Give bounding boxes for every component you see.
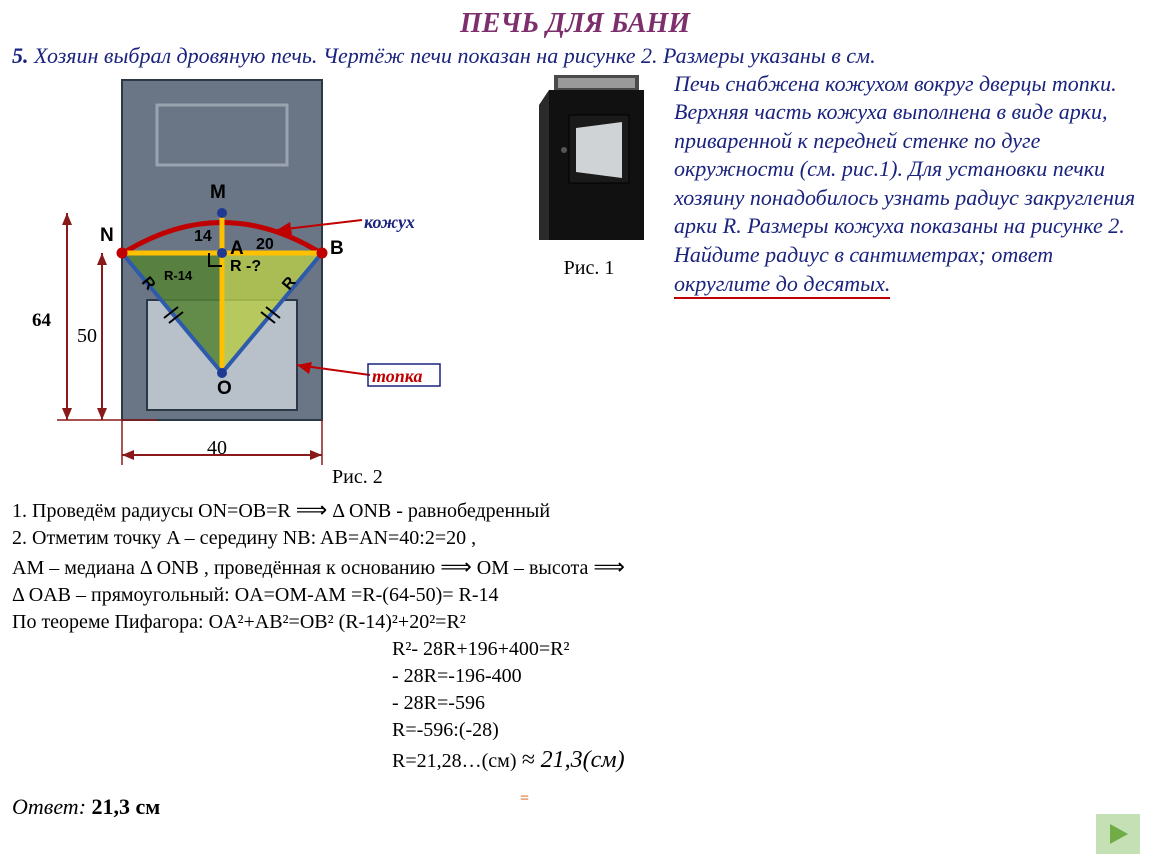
eq3: - 28R=-596 [392,690,1138,717]
label-R-14: R-14 [164,268,192,283]
ris1-caption: Рис. 1 [514,257,664,280]
answer-label: Ответ: [12,794,92,819]
sol-line4: Δ OAB – прямоугольный: OA=OM-AM =R-(64-5… [12,582,1138,609]
arrow-icon: ⟹ [296,497,328,522]
sol-1a: 1. Проведём радиусы ON=OB=R [12,500,296,522]
label-M: M [210,182,226,204]
label-A: A [230,238,244,260]
dim-50: 50 [77,325,97,348]
solution-block: 1. Проведём радиусы ON=OB=R ⟹ Δ ONB - ра… [12,495,1138,776]
label-N: N [100,225,114,247]
equation-column: R²- 28R+196+400=R² - 28R=-196-400 - 28R=… [392,636,1138,776]
problem-statement: 5. Хозяин выбрал дровяную печь. Чертёж п… [12,42,1138,70]
approx-result: ≈ 21,3(см) [521,747,624,773]
sol-line2: 2. Отметим точку A – середину NB: AB=AN=… [12,525,1138,552]
dim-64: 64 [32,310,51,332]
eq2: - 28R=-196-400 [392,663,1138,690]
diagram-column: M N A B O 14 20 R R R-14 R -? 64 50 40 к… [12,70,502,489]
eq5: R=21,28…(см) [392,750,516,772]
play-icon [1105,821,1131,847]
next-button[interactable] [1096,814,1140,854]
label-R-q: R -? [230,258,261,276]
sol-3a: AM – медиана Δ ONB , проведённая к основ… [12,557,440,579]
upper-content: M N A B O 14 20 R R R-14 R -? 64 50 40 к… [12,70,1138,489]
sol-line3: AM – медиана Δ ONB , проведённая к основ… [12,552,1138,582]
sol-3b: OM – высота [477,557,594,579]
eq1: R²- 28R+196+400=R² [392,636,1138,663]
label-14: 14 [194,228,212,246]
description-text: Печь снабжена кожухом вокруг дверцы топк… [674,70,1138,299]
eq4: R=-596:(-28) [392,717,1138,744]
page-title: ПЕЧЬ ДЛЯ БАНИ [12,8,1138,40]
problem-number: 5. [12,43,29,68]
diagram-ris2: M N A B O 14 20 R R R-14 R -? 64 50 40 к… [12,70,482,470]
sol-line5: По теореме Пифагора: OA²+AB²=OB² (R-14)²… [12,609,1138,636]
stove-photo-wrap: Рис. 1 [514,70,664,280]
sol-line1: 1. Проведём радиусы ON=OB=R ⟹ Δ ONB - ра… [12,495,1138,525]
dim-40: 40 [207,437,227,460]
label-20: 20 [256,236,274,254]
label-kozhuh: кожух [364,212,415,233]
eq5-row: R=21,28…(см) ≈ 21,3(см) [392,744,1138,776]
problem-text: Хозяин выбрал дровяную печь. Чертёж печи… [34,43,876,68]
description-main: Печь снабжена кожухом вокруг дверцы топк… [674,71,1135,268]
arrow-icon: ⟹ [440,554,472,579]
right-column: Рис. 1 Печь снабжена кожухом вокруг двер… [514,70,1138,489]
label-topka: топка [372,366,422,387]
sol-1b: Δ ONB - равнобедренный [332,500,550,522]
stove-photo-svg [514,70,664,250]
cursor-mark-icon: = [520,790,529,808]
label-O: O [217,378,232,400]
description-underlined: округлите до десятых. [674,271,890,299]
answer-value: 21,3 см [92,794,161,819]
answer-line: Ответ: 21,3 см [12,794,1138,820]
label-B: B [330,238,344,260]
arrow-icon: ⟹ [593,554,625,579]
